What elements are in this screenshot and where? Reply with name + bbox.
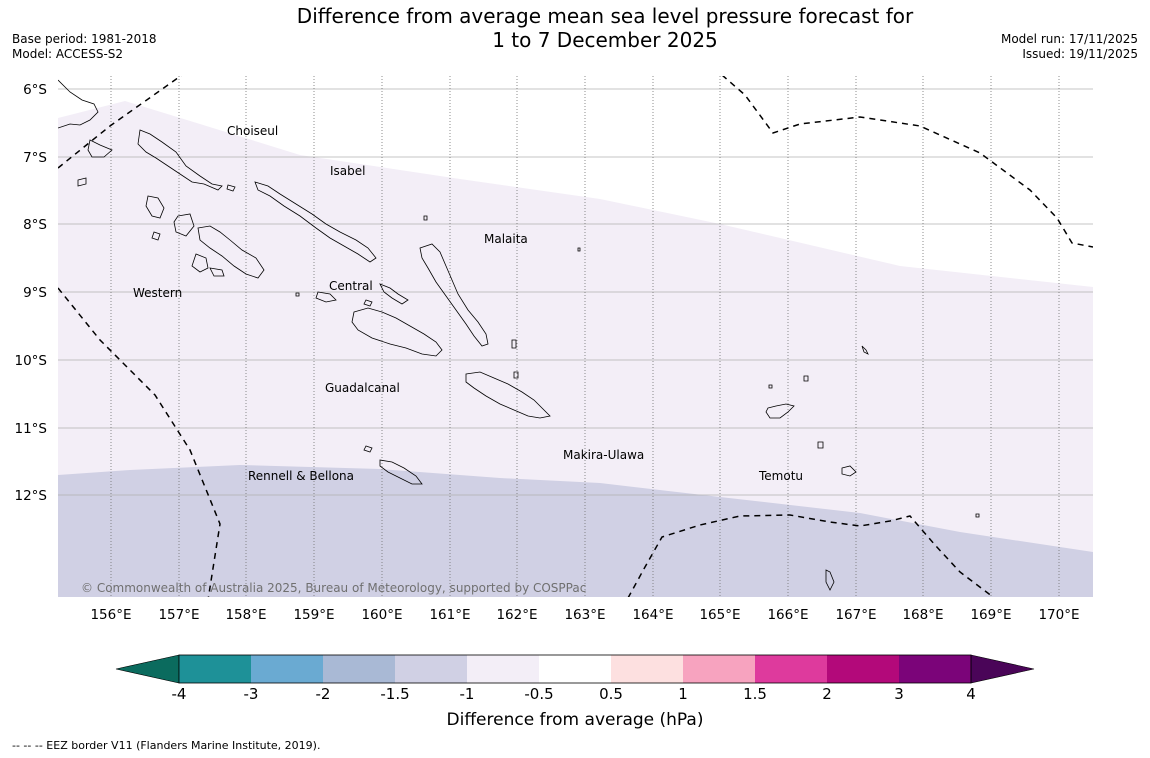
colorbar-tick-label: 1.5 (743, 685, 767, 703)
province-label-makira-ulawa: Makira-Ulawa (563, 448, 644, 462)
anomaly-band-minus-1 (58, 465, 1093, 597)
colorbar-outline (178, 654, 972, 684)
colorbar-bin-11 (899, 655, 971, 683)
colorbar-bin-9 (755, 655, 827, 683)
colorbar-tick-label: -4 (172, 685, 187, 703)
lon-label-169e: 169°E (970, 607, 1011, 623)
colorbar-tick-label: 3 (894, 685, 904, 703)
eez-border (58, 76, 1093, 597)
colorbar-bin-5 (467, 655, 539, 683)
lon-label-161e: 161°E (429, 607, 470, 623)
province-label-rennell-bellona: Rennell & Bellona (248, 469, 354, 483)
lat-label-9s: 9°S (23, 285, 47, 301)
colorbar-tick-label: -1.5 (380, 685, 409, 703)
run-info: Model run: 17/11/2025 Issued: 19/11/2025 (1001, 32, 1138, 62)
lon-label-160e: 160°E (361, 607, 402, 623)
chart-title-line-1: Difference from average mean sea level p… (296, 4, 914, 28)
colorbar-tick-label: -2 (316, 685, 331, 703)
colorbar-title: Difference from average (hPa) (447, 710, 704, 730)
colorbar-bins (179, 655, 971, 683)
province-label-western: Western (133, 286, 182, 300)
province-label-central: Central (329, 279, 373, 293)
colorbar-tick-label: 2 (822, 685, 832, 703)
colorbar-bin-7 (611, 655, 683, 683)
longitude-labels: 156°E 157°E 158°E 159°E 160°E 161°E 162°… (90, 607, 1079, 623)
lon-label-168e: 168°E (902, 607, 943, 623)
lat-label-12s: 12°S (15, 488, 48, 504)
map-area (58, 76, 1093, 597)
province-label-guadalcanal: Guadalcanal (325, 381, 400, 395)
copyright-notice: © Commonwealth of Australia 2025, Bureau… (81, 581, 586, 595)
colorbar-bin-1 (179, 655, 251, 683)
colorbar-bin-3 (323, 655, 395, 683)
model-run-text: Model run: 17/11/2025 (1000, 32, 1138, 46)
eez-legend-note: -- -- -- EEZ border V11 (Flanders Marine… (12, 739, 321, 752)
colorbar-bin-8 (683, 655, 755, 683)
coastlines (58, 79, 980, 591)
province-label-malaita: Malaita (484, 232, 528, 246)
province-label-choiseul: Choiseul (227, 124, 278, 138)
chart-title-line-2: 1 to 7 December 2025 (492, 28, 718, 52)
lon-label-170e: 170°E (1038, 607, 1079, 623)
issued-text: Issued: 19/11/2025 (1022, 47, 1138, 61)
province-labels: Choiseul Isabel Malaita Western Central … (133, 124, 803, 483)
lon-label-167e: 167°E (835, 607, 876, 623)
colorbar-bin-2 (251, 655, 323, 683)
chart-title: Difference from average mean sea level p… (0, 4, 1150, 52)
colorbar-tick-label: -3 (244, 685, 259, 703)
lat-label-11s: 11°S (15, 421, 48, 437)
province-label-temotu: Temotu (758, 469, 803, 483)
lon-label-166e: 166°E (767, 607, 808, 623)
colorbar-tick-label: -1 (460, 685, 475, 703)
lon-label-159e: 159°E (293, 607, 334, 623)
lat-label-7s: 7°S (23, 150, 47, 166)
colorbar-tick-label: 4 (966, 685, 976, 703)
lat-label-8s: 8°S (23, 217, 47, 233)
colorbar-bin-6 (539, 655, 611, 683)
base-info: Base period: 1981-2018 Model: ACCESS-S2 (12, 32, 157, 62)
colorbar-over-arrow (970, 654, 1035, 684)
lon-label-162e: 162°E (496, 607, 537, 623)
lon-label-157e: 157°E (158, 607, 199, 623)
colorbar-bin-10 (827, 655, 899, 683)
lon-label-156e: 156°E (90, 607, 131, 623)
lat-label-6s: 6°S (23, 82, 47, 98)
lon-label-164e: 164°E (632, 607, 673, 623)
colorbar: -4 -3 -2 -1.5 -1 -0.5 0.5 1 1.5 2 3 4 Di… (115, 654, 1035, 730)
lat-label-10s: 10°S (15, 353, 48, 369)
lon-label-163e: 163°E (564, 607, 605, 623)
latitude-gridlines (58, 88, 1093, 496)
colorbar-tick-label: 0.5 (599, 685, 623, 703)
base-period-text: Base period: 1981-2018 (12, 32, 157, 46)
province-label-isabel: Isabel (330, 164, 365, 178)
colorbar-under-arrow (115, 654, 180, 684)
lon-label-158e: 158°E (225, 607, 266, 623)
lon-label-165e: 165°E (699, 607, 740, 623)
colorbar-bin-4 (395, 655, 467, 683)
model-text: Model: ACCESS-S2 (12, 47, 124, 61)
colorbar-tick-label: -0.5 (524, 685, 553, 703)
colorbar-tick-labels: -4 -3 -2 -1.5 -1 -0.5 0.5 1 1.5 2 3 4 (172, 685, 976, 703)
colorbar-tick-label: 1 (678, 685, 688, 703)
latitude-labels: 6°S 7°S 8°S 9°S 10°S 11°S 12°S (15, 82, 48, 504)
